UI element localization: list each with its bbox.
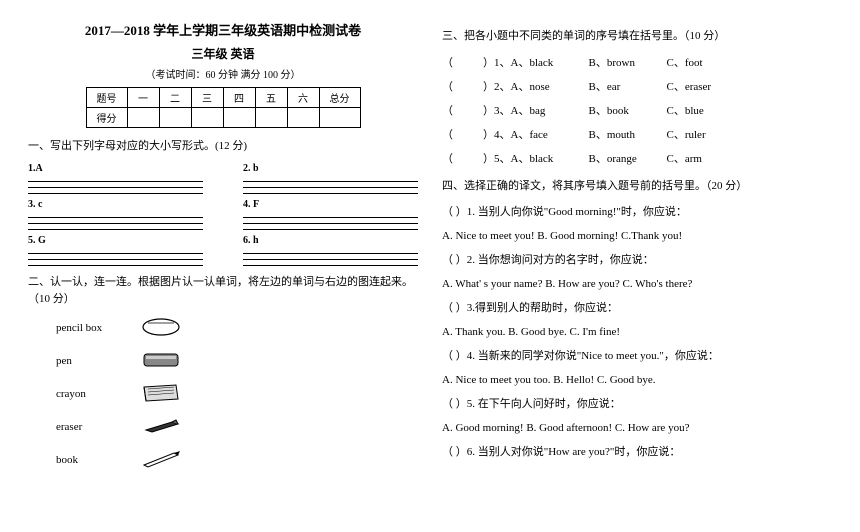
question-line: （ ）6. 当别人对你说"How are you?"时，你应说： xyxy=(442,441,832,463)
section4-heading: 四、选择正确的译文，将其序号填入题号前的括号里。（20 分） xyxy=(442,178,832,196)
question-line: （ ）1. 当别人向你说"Good morning!"时，你应说： xyxy=(442,201,832,223)
crayon-icon xyxy=(138,414,188,441)
match-row: crayon xyxy=(28,381,418,408)
match-row: pen xyxy=(28,348,418,375)
section1-heading: 一、写出下列字母对应的大小写形式。(12 分) xyxy=(28,138,418,156)
match-row: eraser xyxy=(28,414,418,441)
question-line: （ ）4. 当新来的同学对你说"Nice to meet you."，你应说： xyxy=(442,345,832,367)
eraser-icon xyxy=(138,315,188,342)
question-line: （ ）2. 当你想询问对方的名字时，你应说： xyxy=(442,249,832,271)
options-line: A. Good morning! B. Good afternoon! C. H… xyxy=(442,417,832,439)
letter-item: 6. h xyxy=(243,234,418,266)
options-line: A. Nice to meet you too. B. Hello! C. Go… xyxy=(442,369,832,391)
options-line: A. Thank you. B. Good bye. C. I'm fine! xyxy=(442,321,832,343)
question-line: （ ）3.得到别人的帮助时，你应说： xyxy=(442,297,832,319)
pencilbox-icon xyxy=(138,348,188,375)
score-table: 题号 一 二 三 四 五 六 总分 得分 xyxy=(86,87,361,128)
letter-item: 4. F xyxy=(243,198,418,230)
question-line: （）3、A、bagB、bookC、blue xyxy=(442,100,832,122)
section2-heading: 二、认一认，连一连。根据图片认一认单词，将左边的单词与右边的图连起来。（10 分… xyxy=(28,274,418,309)
page-title: 2017—2018 学年上学期三年级英语期中检测试卷 xyxy=(28,20,418,39)
letter-item: 2. b xyxy=(243,162,418,194)
letter-item: 1.A xyxy=(28,162,203,194)
match-row: pencil box xyxy=(28,315,418,342)
book-icon xyxy=(138,381,188,408)
question-line: （）5、A、blackB、orangeC、arm xyxy=(442,148,832,170)
exam-info: （考试时间：60 分钟 满分 100 分） xyxy=(28,66,418,81)
letter-item: 5. G xyxy=(28,234,203,266)
question-line: （）2、A、noseB、earC、eraser xyxy=(442,76,832,98)
question-line: （）4、A、faceB、mouthC、ruler xyxy=(442,124,832,146)
section3-heading: 三、把各小题中不同类的单词的序号填在括号里。（10 分） xyxy=(442,28,832,46)
letter-item: 3. c xyxy=(28,198,203,230)
question-line: （）1、A、blackB、brownC、foot xyxy=(442,52,832,74)
options-line: A. What' s your name? B. How are you? C.… xyxy=(442,273,832,295)
match-row: book xyxy=(28,447,418,474)
options-line: A. Nice to meet you! B. Good morning! C.… xyxy=(442,225,832,247)
page-subtitle: 三年级 英语 xyxy=(28,45,418,62)
pen-icon xyxy=(138,447,188,474)
question-line: （ ）5. 在下午向人问好时，你应说： xyxy=(442,393,832,415)
